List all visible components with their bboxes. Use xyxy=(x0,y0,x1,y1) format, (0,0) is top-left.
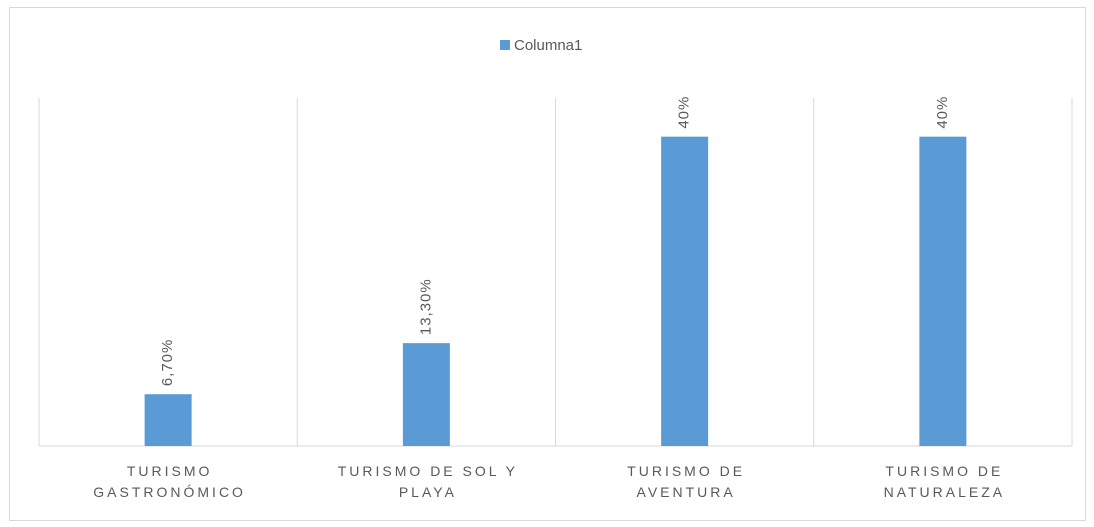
legend-label: Columna1 xyxy=(514,37,582,54)
bar xyxy=(919,136,967,446)
x-tick-label: TURISMO DE NATURALEZA xyxy=(883,463,1006,500)
x-tick-label: TURISMO GASTRONÓMICO xyxy=(93,463,246,500)
value-label: 6,70% xyxy=(159,339,176,387)
bar xyxy=(144,394,192,446)
bar xyxy=(661,136,709,446)
x-tick-label: TURISMO DE SOL Y PLAYA xyxy=(337,463,518,500)
x-tick-label: TURISMO DE AVENTURA xyxy=(627,463,746,500)
value-label: 40% xyxy=(676,96,693,129)
value-label: 40% xyxy=(934,96,951,129)
legend-swatch xyxy=(500,40,510,50)
bar xyxy=(402,343,450,446)
value-label: 13,30% xyxy=(417,278,434,335)
